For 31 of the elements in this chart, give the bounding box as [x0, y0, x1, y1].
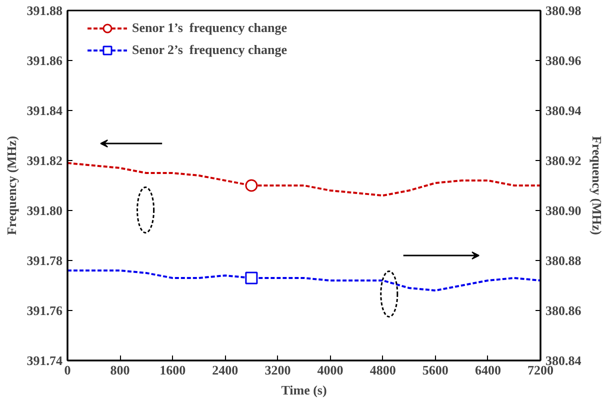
- y-tick-label: 391.84: [26, 103, 63, 118]
- y-tick-label: 391.80: [26, 203, 62, 218]
- y-tick-label: 391.88: [26, 3, 63, 18]
- x-tick-label: 5600: [422, 362, 448, 378]
- y-tick-label: 391.86: [26, 53, 63, 68]
- x-tick-label: 4000: [317, 362, 344, 378]
- line-series: [68, 270, 540, 292]
- y-tick-label: 391.78: [26, 253, 63, 268]
- y2-axis-title: Frequency (MHz): [589, 136, 604, 236]
- legend-label: Senor 1’s frequency change: [132, 20, 288, 36]
- x-tick-label: 6400: [474, 362, 501, 378]
- legend-label: Senor 2’s frequency change: [132, 42, 288, 58]
- y2-tick-label: 380.86: [546, 303, 582, 318]
- y-tick-label: 391.82: [26, 153, 62, 168]
- x-axis-title: Time (s): [281, 382, 327, 398]
- y-axis-title: Frequency (MHz): [4, 136, 19, 236]
- y2-tick-label: 380.90: [546, 203, 582, 218]
- x-tick-label: 800: [110, 362, 130, 378]
- line-series: [68, 162, 540, 196]
- x-tick-label: 4800: [370, 362, 396, 378]
- y-tick-label: 391.74: [26, 353, 63, 368]
- x-tick-label: 1600: [160, 362, 186, 378]
- x-tick-label: 0: [64, 362, 71, 378]
- y2-tick-label: 380.88: [546, 253, 582, 268]
- y2-tick-label: 380.98: [546, 3, 582, 18]
- y2-tick-label: 380.96: [546, 53, 582, 68]
- x-tick-label: 3200: [264, 362, 291, 378]
- y-tick-label: 391.76: [26, 303, 63, 318]
- y2-tick-label: 380.94: [546, 103, 582, 118]
- y2-tick-label: 380.92: [546, 153, 582, 168]
- x-tick-label: 2400: [212, 362, 238, 378]
